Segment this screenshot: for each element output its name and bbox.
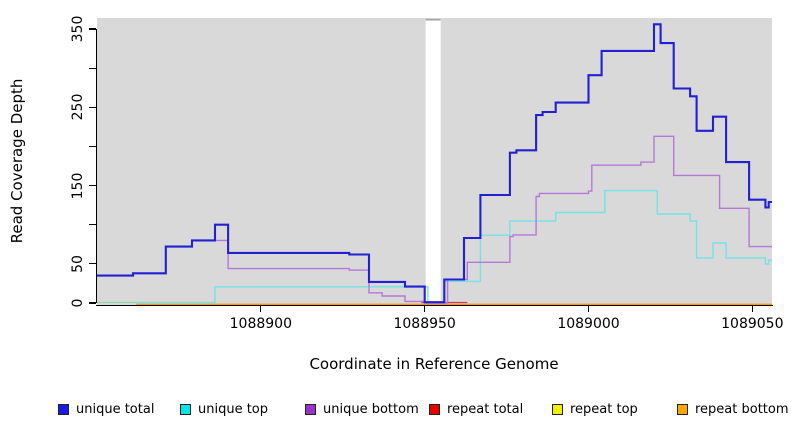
y-tick-label: 50	[70, 254, 86, 273]
x-tick-label: 1088900	[229, 316, 293, 332]
legend-swatch-repeat-bottom	[677, 404, 688, 415]
x-tick	[260, 305, 262, 312]
y-tick	[89, 145, 96, 148]
x-axis-line	[95, 304, 773, 306]
y-tick-label: 150	[70, 172, 86, 199]
legend-swatch-unique-top	[180, 404, 191, 415]
series-unique-top	[136, 189, 772, 304]
x-tick-label: 1089000	[557, 316, 620, 332]
x-axis-title: Coordinate in Reference Genome	[309, 355, 559, 373]
masked-gap-top-border	[425, 18, 441, 21]
legend-label-repeat-bottom: repeat bottom	[695, 402, 789, 417]
y-axis-line	[95, 29, 97, 303]
x-tick	[751, 305, 753, 312]
legend-label-unique-total: unique total	[76, 402, 155, 417]
legend-swatch-unique-total	[58, 404, 69, 415]
masked-gap-band	[425, 18, 441, 303]
legend-swatch-repeat-total	[429, 404, 440, 415]
y-tick	[89, 263, 96, 265]
y-tick	[89, 302, 96, 304]
series-unique-bottom	[97, 135, 772, 304]
legend-swatch-repeat-top	[552, 404, 563, 415]
y-axis-title: Read Coverage Depth	[8, 78, 26, 244]
x-tick	[424, 305, 426, 312]
y-tick	[89, 224, 96, 226]
legend-swatch-unique-bottom	[305, 404, 316, 415]
y-tick	[89, 106, 96, 108]
x-tick-label: 1088950	[393, 316, 456, 332]
legend-label-unique-bottom: unique bottom	[323, 402, 419, 417]
series-unique-total	[97, 23, 772, 304]
legend-label-unique-top: unique top	[198, 402, 269, 417]
y-tick	[89, 67, 96, 69]
y-tick-label: 250	[70, 93, 86, 121]
legend-label-repeat-total: repeat total	[447, 402, 524, 417]
legend-label-repeat-top: repeat top	[570, 402, 638, 417]
x-tick	[587, 305, 590, 312]
y-tick	[89, 28, 96, 30]
y-tick-label: 350	[70, 15, 86, 43]
x-tick-label: 1089050	[721, 316, 784, 332]
coverage-plot	[97, 18, 772, 306]
y-tick	[89, 184, 96, 187]
y-tick-label: 0	[70, 298, 86, 308]
